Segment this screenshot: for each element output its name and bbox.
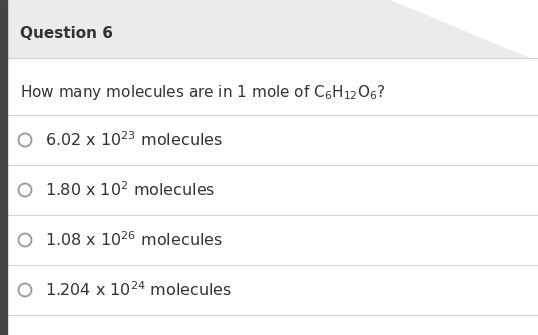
Text: 1.80 x 10$^{2}$ molecules: 1.80 x 10$^{2}$ molecules xyxy=(45,181,216,199)
Text: 1.204 x 10$^{24}$ molecules: 1.204 x 10$^{24}$ molecules xyxy=(45,281,232,299)
Text: How many molecules are in 1 mole of $\mathregular{C_6H_{12}O_6}$?: How many molecules are in 1 mole of $\ma… xyxy=(20,82,386,102)
Text: 6.02 x 10$^{23}$ molecules: 6.02 x 10$^{23}$ molecules xyxy=(45,131,223,149)
Polygon shape xyxy=(7,0,530,58)
Text: Question 6: Question 6 xyxy=(20,25,113,41)
Bar xyxy=(0,0,7,335)
Text: 1.08 x 10$^{26}$ molecules: 1.08 x 10$^{26}$ molecules xyxy=(45,231,223,249)
